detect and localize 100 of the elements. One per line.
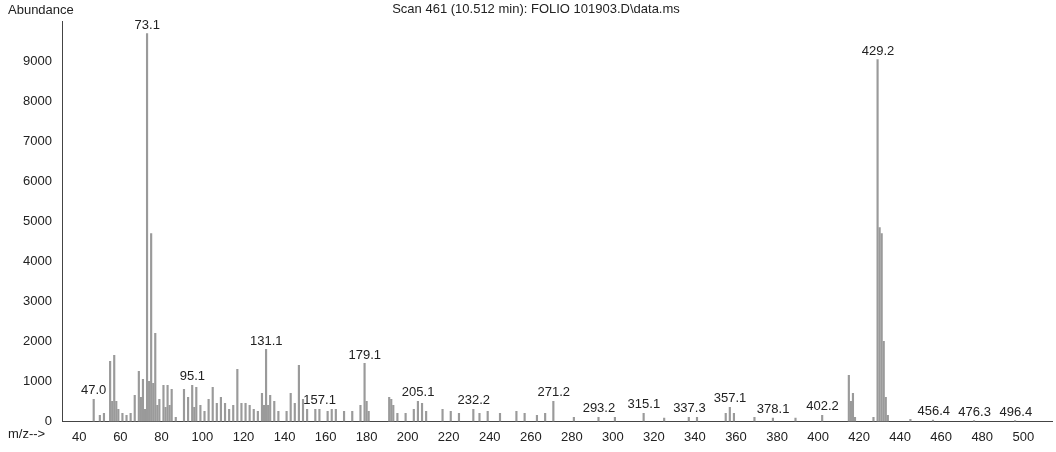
x-tick-label: 120 [232, 428, 255, 444]
bar [851, 393, 855, 422]
x-tick-label: 320 [643, 428, 665, 444]
x-tick-label: 140 [273, 428, 296, 444]
bar [232, 405, 235, 422]
bar [794, 417, 797, 422]
bar [420, 403, 424, 422]
bar [552, 401, 555, 422]
x-tick-label: 480 [971, 428, 994, 444]
bar [342, 411, 346, 422]
x-tick-label: 460 [930, 428, 953, 444]
bar [273, 401, 276, 422]
bar [597, 417, 600, 422]
bar [277, 411, 280, 422]
bar [301, 399, 305, 422]
x-tick-label: 380 [766, 428, 788, 444]
x-tick-label: 100 [191, 428, 214, 444]
x-tick-label: 60 [113, 428, 128, 444]
x-tick-label: 200 [396, 428, 419, 444]
bar [293, 403, 296, 422]
y-axis-title: Abundance [8, 2, 74, 17]
bar [264, 349, 268, 422]
bar [449, 411, 452, 422]
bar [753, 417, 756, 422]
annotation: 429.2 [861, 42, 895, 58]
x-tick-label: 280 [560, 428, 583, 444]
x-tick-label: 360 [725, 428, 747, 444]
annotation: 73.1 [134, 16, 160, 32]
bar [244, 403, 247, 422]
bar [166, 385, 169, 422]
bar [121, 413, 124, 422]
y-tick-label: 9000 [23, 53, 52, 69]
bar [203, 411, 206, 422]
x-tick-label: 420 [848, 428, 870, 444]
annotation: 131.1 [250, 332, 283, 348]
bar [351, 411, 354, 422]
bar [199, 405, 202, 422]
annotation: 205.1 [401, 384, 435, 400]
y-tick-label: 6000 [23, 173, 52, 189]
y-tick-label: 5000 [23, 213, 52, 229]
annotation: 402.2 [806, 398, 839, 414]
bar [478, 413, 481, 422]
y-tick-label: 1000 [23, 373, 52, 388]
bar [187, 397, 190, 422]
bar [425, 411, 428, 422]
annotation: 357.1 [713, 390, 747, 406]
bar [416, 401, 419, 422]
x-tick-label: 80 [154, 428, 169, 444]
annotation: 157.1 [303, 392, 336, 408]
x-tick-label: 160 [314, 428, 337, 444]
bar [141, 379, 145, 422]
y-tick-label: 2000 [23, 333, 52, 349]
bar [113, 355, 116, 422]
bar [150, 233, 153, 422]
y-tick-label: 3000 [23, 293, 52, 309]
bar [145, 33, 149, 422]
y-tick-label: 0 [44, 412, 52, 428]
bar [285, 411, 288, 422]
bar [182, 389, 186, 422]
y-tick-label: 8000 [23, 93, 52, 109]
annotation: 496.4 [999, 403, 1033, 419]
y-tick-label: 7000 [23, 133, 52, 149]
x-tick-label: 260 [519, 428, 542, 444]
bar [223, 403, 227, 422]
annotation: 476.3 [958, 403, 991, 419]
x-tick-label: 440 [889, 428, 911, 444]
annotation: 95.1 [179, 368, 206, 384]
annotation: 179.1 [348, 346, 382, 362]
bar [154, 333, 157, 422]
bar [363, 363, 366, 422]
bar [195, 387, 198, 422]
bar [260, 393, 264, 422]
bar [297, 365, 300, 422]
annotation: 271.2 [537, 384, 571, 400]
x-tick-label: 340 [684, 428, 706, 444]
x-axis-title: m/z--> [8, 426, 46, 441]
bar [219, 397, 223, 422]
annotation: 378.1 [756, 401, 790, 417]
annotation: 232.2 [457, 392, 491, 408]
bar [207, 399, 210, 422]
x-tick-label: 240 [478, 428, 501, 444]
bar [133, 395, 136, 422]
annotation: 337.3 [673, 400, 706, 416]
bar [215, 403, 218, 422]
bar [326, 411, 329, 422]
x-tick-label: 400 [807, 428, 829, 444]
x-tick-label: 300 [602, 428, 624, 444]
x-tick-label: 40 [72, 428, 87, 444]
bar [847, 375, 850, 422]
bar [256, 411, 259, 422]
bar [137, 371, 140, 422]
bar [211, 387, 214, 422]
bar [876, 59, 879, 422]
bar [170, 389, 173, 422]
bar [248, 405, 251, 422]
bar [236, 369, 239, 422]
x-tick-label: 220 [437, 428, 460, 444]
bar [269, 395, 272, 422]
bar [158, 399, 161, 422]
bar [318, 409, 321, 422]
